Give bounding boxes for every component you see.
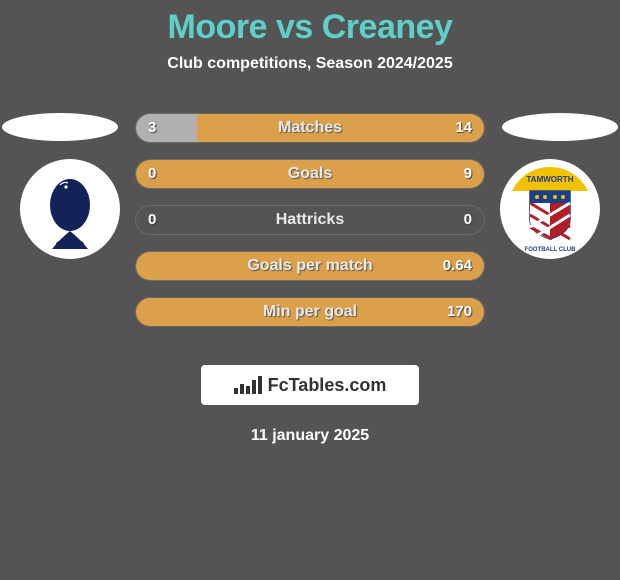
stat-value-right: 14 <box>455 119 472 136</box>
stat-value-left: 3 <box>148 119 156 136</box>
stat-value-left: 0 <box>148 165 156 182</box>
page-subtitle: Club competitions, Season 2024/2025 <box>0 55 620 73</box>
content-row: TAMWORTH FOOTBALL CLUB Matches314Goals09… <box>0 103 620 353</box>
stat-row: Min per goal170 <box>135 297 485 327</box>
stat-row: Matches3 14 <box>135 113 485 143</box>
stat-label: Goals <box>136 165 484 183</box>
page-title: Moore vs Creaney <box>0 8 620 47</box>
chart-icon <box>234 376 262 394</box>
brand-label: FcTables.com <box>268 375 387 396</box>
stat-label: Goals per match <box>136 257 484 275</box>
stat-label: Hattricks <box>136 211 484 229</box>
stats-list: Matches314Goals09Hattricks00Goals per ma… <box>135 113 485 343</box>
stat-value-right: 170 <box>447 303 472 320</box>
footer-date: 11 january 2025 <box>0 427 620 445</box>
brand-badge[interactable]: FcTables.com <box>201 365 419 405</box>
club-crest-left <box>20 159 120 259</box>
stat-value-left: 0 <box>148 211 156 228</box>
stat-value-right: 9 <box>464 165 472 182</box>
stat-row: Goals per match0.64 <box>135 251 485 281</box>
stat-label: Matches <box>136 119 484 137</box>
stat-row: Goals0 9 <box>135 159 485 189</box>
stat-value-right: 0 <box>464 211 472 228</box>
stat-row: Hattricks0 0 <box>135 205 485 235</box>
svg-text:FOOTBALL CLUB: FOOTBALL CLUB <box>525 247 577 253</box>
player-right-oval <box>502 113 618 141</box>
stat-label: Min per goal <box>136 303 484 321</box>
club-crest-right: TAMWORTH FOOTBALL CLUB <box>500 159 600 259</box>
player-left-oval <box>2 113 118 141</box>
comparison-card: Moore vs Creaney Club competitions, Seas… <box>0 0 620 580</box>
stat-value-right: 0.64 <box>443 257 472 274</box>
svg-text:TAMWORTH: TAMWORTH <box>527 175 574 184</box>
